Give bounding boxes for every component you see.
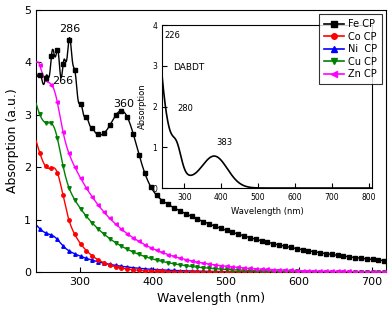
Text: 266: 266	[52, 76, 73, 86]
Text: 360: 360	[113, 99, 134, 109]
Legend: Fe CP, Co CP, Ni  CP, Cu CP, Zn CP: Fe CP, Co CP, Ni CP, Cu CP, Zn CP	[319, 14, 381, 84]
X-axis label: Wavelength (nm): Wavelength (nm)	[157, 292, 265, 305]
Text: 286: 286	[59, 24, 80, 34]
Y-axis label: Absorption (a.u.): Absorption (a.u.)	[5, 88, 18, 193]
